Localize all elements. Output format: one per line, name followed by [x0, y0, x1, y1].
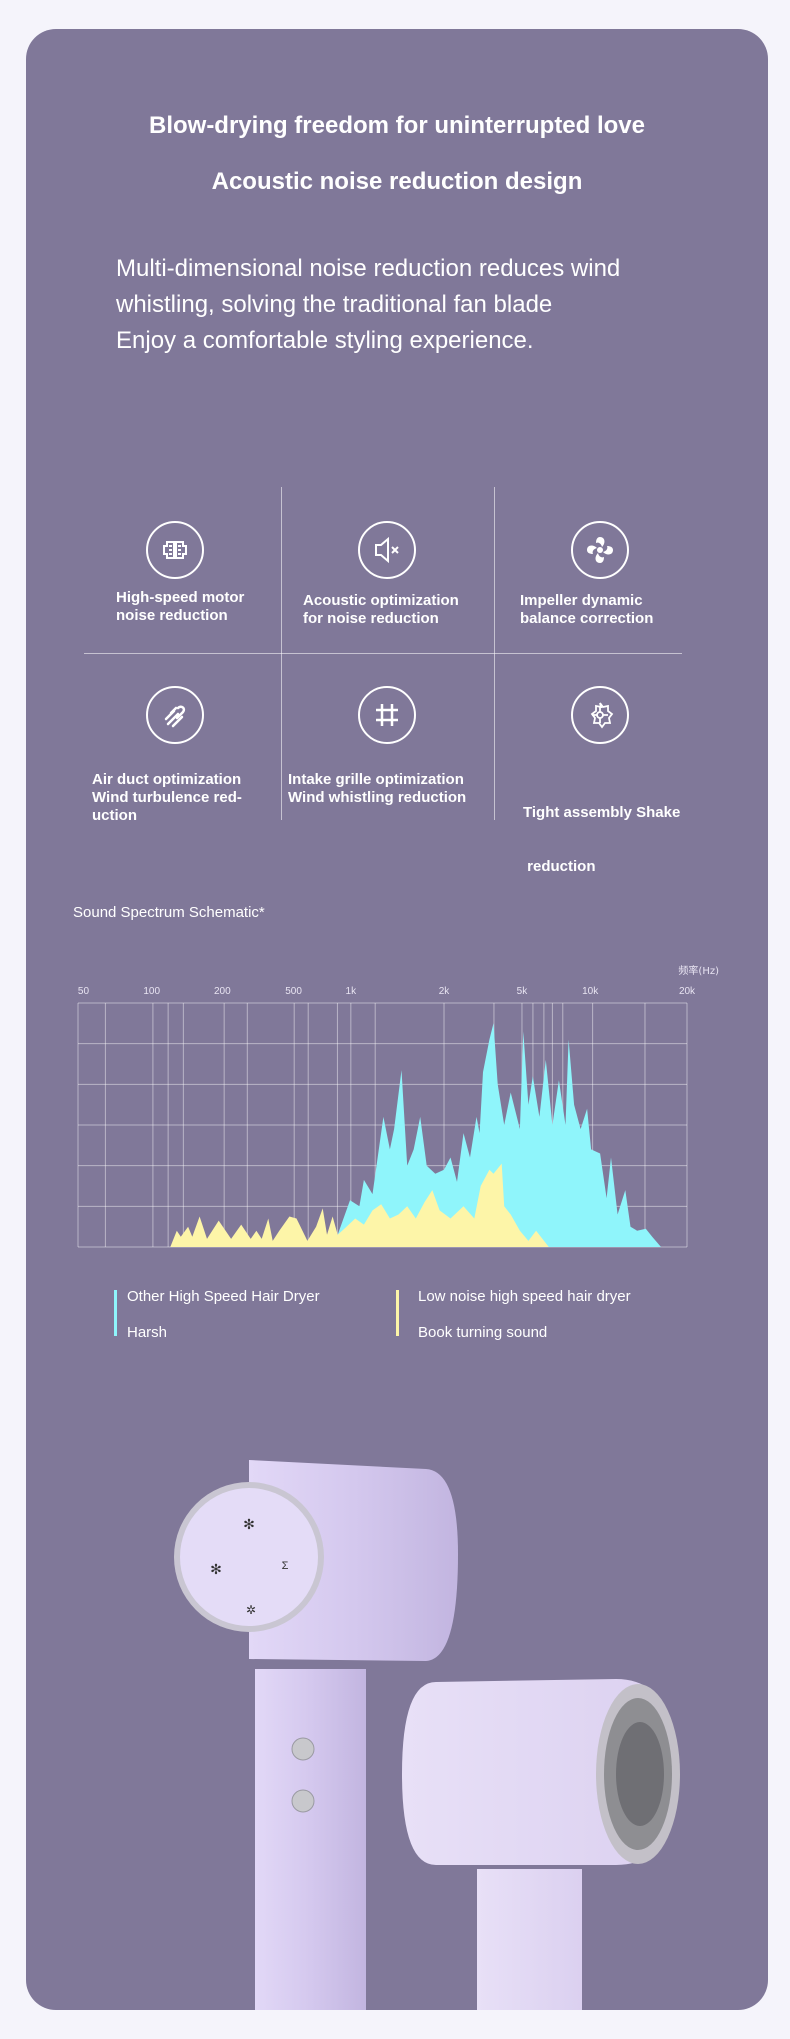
feature-label: Intake grille optimization Wind whistlin…	[288, 771, 466, 807]
feature-label-line: Acoustic optimization	[303, 592, 459, 609]
assembly-icon	[571, 686, 629, 744]
motor-icon	[146, 521, 204, 579]
impeller-icon	[571, 521, 629, 579]
feature-label-line: Impeller dynamic	[520, 592, 643, 609]
x-tick-label: 500	[285, 986, 302, 997]
description: Multi-dimensional noise reduction reduce…	[116, 251, 620, 359]
description-line: Multi-dimensional noise reduction reduce…	[116, 255, 621, 282]
legend-label: Low noise high speed hair dryer	[418, 1288, 631, 1305]
x-tick-label: 50	[78, 986, 90, 997]
feature-label-line: High-speed motor	[116, 589, 245, 606]
grille-icon	[358, 686, 416, 744]
x-tick-label: 1k	[346, 986, 358, 997]
hair-dryer-image: ✻ ✻ Σ ✲	[174, 1460, 680, 2010]
feature-label: Air duct optimization Wind turbulence re…	[92, 771, 242, 825]
series-area-other-dryer	[337, 1023, 661, 1247]
sun-icon: ✲	[246, 1603, 256, 1617]
x-axis-label: 频率(Hz)	[678, 964, 719, 977]
feature-label-line: Wind turbulence red-	[92, 789, 242, 806]
description-line: Enjoy a comfortable styling experience.	[116, 327, 534, 354]
snowflake-icon: ✻	[243, 1516, 255, 1532]
x-tick-label: 100	[143, 986, 160, 997]
x-tick-label: 2k	[439, 986, 451, 997]
feature-label-line: for noise reduction	[303, 610, 439, 627]
legend-label: Other High Speed Hair Dryer	[127, 1288, 320, 1305]
subheadline: Acoustic noise reduction design	[211, 168, 583, 195]
hair-dryer-side	[402, 1679, 680, 2010]
chart-title: Sound Spectrum Schematic*	[73, 904, 265, 921]
snowflake-icon: ✻	[210, 1561, 222, 1577]
feature-label-line: uction	[92, 807, 137, 824]
feature-label: Tight assembly Shake reduction	[523, 768, 680, 912]
series-area-low-noise-dryer	[170, 1163, 549, 1247]
feature-label-line: reduction	[523, 858, 596, 875]
hair-dryer-front: ✻ ✻ Σ ✲	[174, 1460, 458, 2010]
feature-label-line: noise reduction	[116, 607, 228, 624]
air-duct-icon	[146, 686, 204, 744]
legend-note: Book turning sound	[418, 1324, 548, 1341]
legend-swatch-cyan	[114, 1290, 117, 1336]
grid-divider	[84, 653, 682, 654]
x-tick-label: 5k	[517, 986, 529, 997]
product-card: Blow-drying freedom for uninterrupted lo…	[26, 29, 768, 2010]
feature-label-line: Wind whistling reduction	[288, 789, 467, 806]
x-tick-label: 10k	[582, 986, 599, 997]
description-line: whistling, solving the traditional fan b…	[116, 291, 553, 318]
spectrum-chart: 50 100 200 500 1k 2k 5k 10k 20k 频率(Hz)	[77, 964, 719, 1248]
x-tick-label: 20k	[679, 986, 696, 997]
feature-label-line: balance correction	[520, 610, 654, 627]
speaker-mute-icon	[358, 521, 416, 579]
feature-label-line: Intake grille optimization	[288, 771, 464, 788]
feature-label-line: Air duct optimization	[92, 771, 242, 788]
x-tick-label: 200	[214, 986, 231, 997]
headline: Blow-drying freedom for uninterrupted lo…	[148, 112, 646, 139]
legend-swatch-yellow	[396, 1290, 399, 1336]
feature-label: High-speed motor noise reduction	[116, 589, 244, 625]
legend-note: Harsh	[127, 1324, 168, 1341]
feature-label-line: Tight assembly Shake	[523, 804, 681, 821]
feature-label: Acoustic optimization for noise reductio…	[303, 592, 459, 628]
mode-icon: Σ	[282, 1560, 289, 1572]
feature-label: Impeller dynamic balance correction	[520, 592, 653, 628]
